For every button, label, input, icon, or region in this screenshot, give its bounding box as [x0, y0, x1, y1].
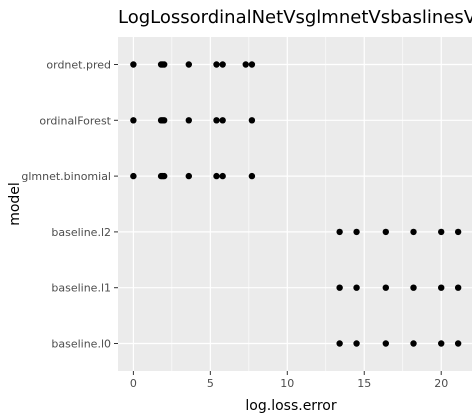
y-axis: baseline.l0 baseline.l1 baseline.l2 glmnet.…	[21, 59, 118, 351]
x-axis: 0 5 10 15 20	[130, 371, 448, 390]
data-point	[219, 172, 226, 180]
x-tick-label: 0	[130, 377, 137, 390]
data-point	[438, 228, 445, 236]
data-point	[185, 172, 192, 180]
data-point	[382, 340, 390, 347]
data-point	[336, 228, 343, 236]
data-point	[336, 284, 343, 291]
data-point	[160, 61, 168, 68]
data-point	[438, 284, 445, 291]
data-point	[382, 228, 390, 236]
x-tick-label: 10	[280, 377, 294, 390]
y-axis-title: model	[7, 182, 23, 226]
data-point	[410, 284, 417, 291]
data-point	[242, 61, 249, 68]
y-tick-label: baseline.l0	[51, 338, 111, 351]
x-tick-label: 20	[434, 377, 448, 390]
data-point	[219, 117, 226, 124]
y-tick-label: ordinalForest	[39, 114, 111, 127]
chart-title: LogLossordinalNetVsglmnetVsbaslinesVsord	[118, 7, 472, 28]
data-point	[130, 117, 137, 124]
data-point	[454, 228, 462, 236]
y-tick-label: baseline.l2	[51, 226, 111, 239]
data-point	[454, 340, 462, 347]
x-tick-label: 5	[207, 377, 214, 390]
data-point	[213, 61, 220, 68]
plot-panel	[118, 37, 472, 371]
y-tick-label: glmnet.binomial	[21, 170, 111, 183]
data-points	[130, 61, 462, 347]
data-point	[160, 117, 168, 124]
data-point	[130, 61, 137, 68]
data-point	[353, 228, 360, 236]
data-point	[130, 172, 137, 180]
data-point	[213, 172, 220, 180]
y-tick-label: baseline.l1	[51, 282, 111, 295]
data-point	[248, 117, 256, 124]
x-axis-title: log.loss.error	[245, 398, 336, 414]
data-point	[353, 340, 360, 347]
data-point	[213, 117, 220, 124]
data-point	[410, 228, 417, 236]
data-point	[336, 340, 343, 347]
data-point	[454, 284, 462, 291]
data-point	[248, 61, 256, 68]
y-tick-label: ordnet.pred	[46, 59, 111, 72]
data-point	[248, 172, 256, 180]
data-point	[382, 284, 390, 291]
data-point	[353, 284, 360, 291]
data-point	[185, 61, 192, 68]
data-point	[185, 117, 192, 124]
grid-lines	[118, 37, 472, 371]
x-tick-label: 15	[357, 377, 371, 390]
data-point	[219, 61, 226, 68]
data-point	[160, 172, 168, 180]
data-point	[438, 340, 445, 347]
data-point	[410, 340, 417, 347]
